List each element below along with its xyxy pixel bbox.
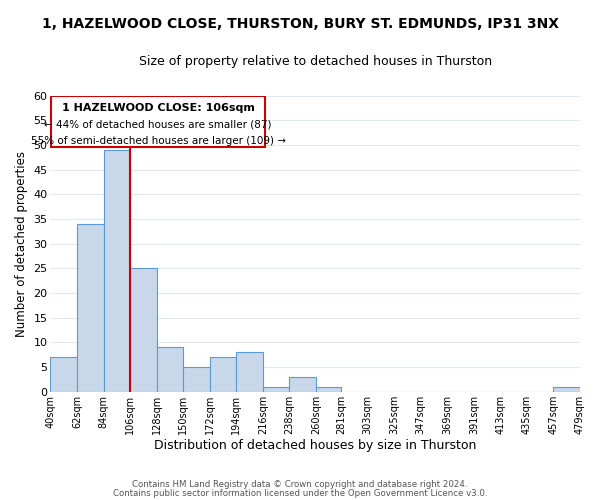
Y-axis label: Number of detached properties: Number of detached properties (15, 150, 28, 336)
Bar (209, 357, 236, 392)
Bar (130, 268, 157, 392)
Text: Contains public sector information licensed under the Open Government Licence v3: Contains public sector information licen… (113, 489, 487, 498)
Title: Size of property relative to detached houses in Thurston: Size of property relative to detached ho… (139, 55, 492, 68)
Bar (50, 357, 77, 392)
Bar (236, 352, 263, 392)
Text: 1, HAZELWOOD CLOSE, THURSTON, BURY ST. EDMUNDS, IP31 3NX: 1, HAZELWOOD CLOSE, THURSTON, BURY ST. E… (41, 18, 559, 32)
Bar (157, 348, 183, 392)
Bar (104, 150, 130, 392)
Text: 1 HAZELWOOD CLOSE: 106sqm: 1 HAZELWOOD CLOSE: 106sqm (62, 103, 254, 113)
Text: ← 44% of detached houses are smaller (87): ← 44% of detached houses are smaller (87… (44, 120, 272, 130)
Bar (77, 224, 104, 392)
Bar (183, 367, 209, 392)
FancyBboxPatch shape (51, 96, 265, 148)
Text: Contains HM Land Registry data © Crown copyright and database right 2024.: Contains HM Land Registry data © Crown c… (132, 480, 468, 489)
Text: 55% of semi-detached houses are larger (109) →: 55% of semi-detached houses are larger (… (31, 136, 286, 146)
Bar (316, 387, 341, 392)
Bar (263, 387, 289, 392)
Bar (289, 377, 316, 392)
X-axis label: Distribution of detached houses by size in Thurston: Distribution of detached houses by size … (154, 440, 476, 452)
Bar (553, 387, 580, 392)
